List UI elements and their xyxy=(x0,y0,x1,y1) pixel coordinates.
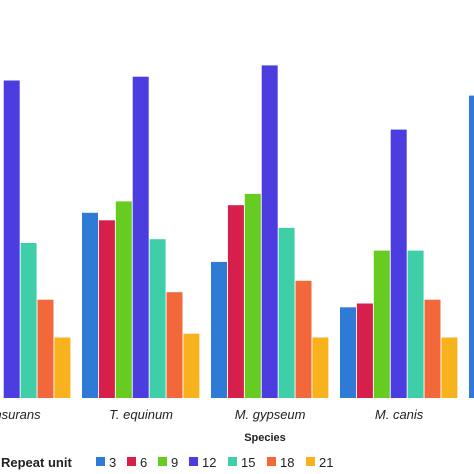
bar-15-cat-3 xyxy=(407,250,424,398)
legend-label-6: 6 xyxy=(140,455,147,470)
category-labels: ...nsurans T. equinum M. gypseum M. canis xyxy=(0,407,424,422)
category-label-1: T. equinum xyxy=(109,407,173,422)
bar-9-cat-1 xyxy=(115,201,132,398)
bar-15-cat-0 xyxy=(20,243,37,398)
legend-label-12: 12 xyxy=(202,455,216,470)
legend-label-18: 18 xyxy=(280,455,294,470)
bar-9-cat-2 xyxy=(244,193,261,398)
legend-swatch-9 xyxy=(158,457,167,466)
legend-label-3: 3 xyxy=(109,455,116,470)
legend-swatch-12 xyxy=(189,457,198,466)
legend: Repeat unit 3 6 9 12 15 18 21 xyxy=(1,455,333,470)
category-label-0: ...nsurans xyxy=(0,407,41,422)
bar-21-cat-2 xyxy=(312,337,329,398)
x-axis-title: Species xyxy=(244,432,286,444)
bar-3-cat-2 xyxy=(211,261,227,398)
bar-12-cat-3 xyxy=(390,129,407,398)
bar-3-cat-1 xyxy=(82,212,98,398)
category-label-3: M. canis xyxy=(375,407,424,422)
legend-swatch-18 xyxy=(267,457,276,466)
bar-21-cat-1 xyxy=(183,333,200,398)
bar-6-cat-1 xyxy=(98,220,115,398)
bar-18-cat-2 xyxy=(295,280,312,398)
bar-3-cat-3 xyxy=(340,307,356,398)
bar-18-cat-1 xyxy=(166,292,183,398)
legend-swatch-21 xyxy=(306,457,315,466)
bar-9-cat-3 xyxy=(373,250,390,398)
bars-layer xyxy=(3,65,474,399)
bar-18-cat-3 xyxy=(424,299,441,398)
legend-title: Repeat unit xyxy=(1,455,72,470)
bar-12-cat-2 xyxy=(261,65,278,399)
legend-swatch-15 xyxy=(228,457,237,466)
legend-label-15: 15 xyxy=(241,455,255,470)
bar-15-cat-1 xyxy=(149,239,166,398)
bar-12-cat-0 xyxy=(3,80,20,398)
bar-12-cat-1 xyxy=(132,76,149,398)
bar-18-cat-0 xyxy=(37,299,54,398)
bar-6-cat-3 xyxy=(356,303,373,398)
bar-6-cat-2 xyxy=(227,205,244,398)
bar-21-cat-0 xyxy=(54,337,71,398)
bar-15-cat-2 xyxy=(278,227,295,398)
legend-swatch-6 xyxy=(127,457,136,466)
bar-21-cat-3 xyxy=(441,337,458,398)
category-label-2: M. gypseum xyxy=(235,407,306,422)
legend-label-21: 21 xyxy=(319,455,333,470)
legend-swatch-3 xyxy=(96,457,105,466)
bar-3-cat-4 xyxy=(469,95,474,398)
legend-label-9: 9 xyxy=(171,455,178,470)
